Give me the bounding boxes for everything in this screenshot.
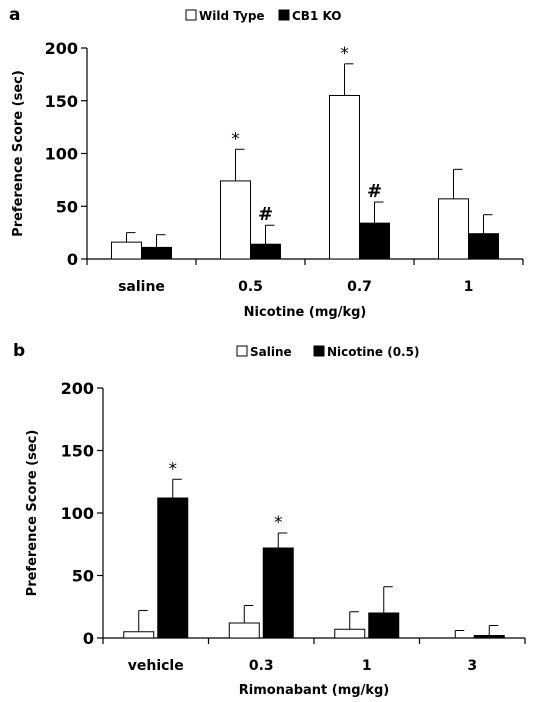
y-tick-label: 0 [67, 250, 78, 269]
bar [438, 198, 469, 260]
legend-label: Wild Type [199, 9, 265, 23]
x-tick-label: vehicle [128, 658, 184, 674]
bar [250, 243, 281, 260]
x-tick-label: saline [118, 279, 165, 295]
legend-swatch [278, 9, 290, 21]
legend-swatch [185, 9, 197, 21]
x-tick-label: 3 [467, 658, 477, 674]
chart-panel-a: a Wild Type CB1 KO 0 50 100 150 200 * * # # saline 0.… [9, 5, 524, 320]
bar [141, 246, 172, 260]
bar [111, 241, 142, 260]
bar [157, 497, 189, 639]
y-tick-label: 100 [45, 145, 78, 164]
y-tick-label: 100 [61, 504, 94, 523]
x-tick-label: 1 [362, 658, 372, 674]
significance-mark: # [367, 181, 382, 202]
x-tick-label: 0.3 [249, 658, 274, 674]
bar [220, 180, 251, 260]
legend-label: Saline [250, 345, 292, 359]
legend-swatch [313, 345, 325, 357]
y-tick-label: 150 [45, 92, 78, 111]
y-axis-label: Preference Score (sec) [11, 70, 26, 237]
bar [473, 635, 505, 639]
y-tick-label: 200 [61, 379, 94, 398]
bar [329, 94, 360, 260]
y-axis-label: Preference Score (sec) [25, 430, 40, 597]
significance-mark: * [340, 44, 349, 64]
bar [334, 628, 366, 639]
x-tick-label: 0.5 [238, 279, 263, 295]
significance-mark: * [231, 129, 240, 149]
significance-mark: # [258, 204, 273, 225]
y-tick-label: 200 [45, 39, 78, 58]
panel-letter: a [9, 5, 20, 25]
y-tick-label: 50 [56, 197, 78, 216]
legend-label: CB1 KO [292, 9, 341, 23]
x-axis-label: Rimonabant (mg/kg) [239, 683, 389, 698]
bar [262, 547, 294, 639]
x-axis-label: Nicotine (mg/kg) [244, 305, 367, 320]
x-tick-label: 1 [464, 279, 474, 295]
legend-swatch [236, 345, 248, 357]
significance-mark: * [169, 459, 178, 479]
bar [468, 233, 499, 260]
y-tick-label: 50 [72, 567, 94, 586]
bar [368, 612, 400, 639]
bar [228, 622, 260, 639]
y-tick-label: 150 [61, 442, 94, 461]
legend-label: Nicotine (0.5) [327, 345, 419, 359]
panel-letter: b [13, 341, 25, 361]
significance-mark: * [274, 513, 283, 533]
x-tick-label: 0.7 [347, 279, 372, 295]
chart-panel-b: b Saline Nicotine (0.5) 0 50 100 150 200 * * vehic… [13, 341, 526, 698]
bar [123, 631, 155, 639]
y-tick-label: 0 [83, 629, 94, 648]
bar [359, 222, 390, 260]
